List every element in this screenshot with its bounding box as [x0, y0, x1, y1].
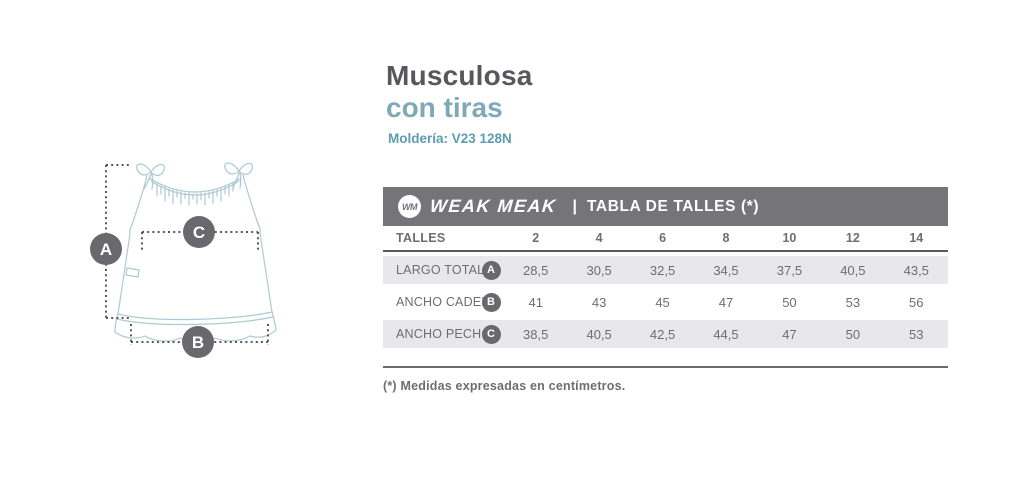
page-title: Musculosa: [386, 60, 533, 91]
measurement-value: 32,5: [649, 262, 676, 278]
measurement-value: 56: [909, 294, 924, 310]
measurement-value: 30,5: [586, 262, 612, 278]
measure-line-c: C: [141, 216, 259, 250]
size-column-header: 12: [845, 231, 860, 245]
marker-a-letter: A: [100, 240, 112, 259]
measurement-value: 53: [845, 294, 861, 310]
measurement-value: 53: [909, 326, 924, 342]
table-row-ancho-pecho: ANCHO PECHO C 38,5 40,5 42,5 44,5 47 50 …: [383, 320, 948, 348]
measurement-value: 50: [782, 294, 797, 310]
marker-c-badge: [183, 216, 215, 248]
garment-illustration-icon: [114, 162, 277, 343]
marker-a-badge: [90, 233, 122, 265]
sizes-header-label: TALLES: [396, 231, 446, 245]
measurement-value: 28,5: [523, 262, 549, 278]
marker-b-badge: [182, 326, 214, 358]
table-row-ancho-cadera: ANCHO CADERA B 41 43 45 47 50 53 56: [383, 288, 948, 316]
row-label: ANCHO CADERA: [396, 295, 500, 309]
measurement-value: 40,5: [840, 262, 866, 278]
sizes-header-row: TALLES 2 4 6 8 10 12 14: [383, 226, 948, 252]
measurement-value: 43: [591, 294, 607, 310]
marker-b-letter: B: [192, 333, 204, 352]
measure-line-a: A: [90, 164, 130, 319]
row-marker-badge: C: [481, 324, 501, 344]
pattern-code: Moldería: V23 128N: [388, 131, 512, 146]
units-footnote: (*) Medidas expresadas en centímetros.: [383, 379, 626, 393]
size-column-header: 4: [595, 231, 603, 245]
page-subtitle: con tiras: [386, 92, 503, 123]
row-label: ANCHO PECHO: [396, 327, 492, 341]
title-block: Musculosa con tiras Moldería: V23 128N: [386, 60, 533, 146]
size-column-header: 14: [909, 231, 924, 245]
measurement-value: 34,5: [713, 262, 739, 278]
measurement-value: 38,5: [523, 326, 549, 342]
marker-c-letter: C: [193, 223, 205, 242]
size-column-header: 10: [782, 231, 797, 245]
measurement-value: 44,5: [713, 326, 739, 342]
row-marker-badge: A: [481, 260, 501, 280]
measurement-value: 37,5: [776, 262, 803, 278]
brand-logo-icon: WM: [398, 195, 421, 218]
measurement-value: 47: [782, 326, 797, 342]
brand-name: WEAK MEAK: [429, 196, 558, 216]
measurement-value: 43,5: [903, 262, 929, 278]
measure-line-b: B: [130, 324, 269, 358]
measurement-value: 45: [655, 294, 670, 310]
table-row-largo-total: LARGO TOTAL A 28,5 30,5 32,5 34,5 37,5 4…: [383, 256, 948, 284]
size-column-header: 6: [659, 231, 667, 245]
size-table: WM WEAK MEAK | TABLA DE TALLES (*) TALLE…: [383, 187, 948, 393]
size-column-header: 8: [722, 231, 730, 245]
row-marker-badge: B: [481, 292, 501, 312]
measurement-value: 42,5: [649, 326, 676, 342]
table-title: TABLA DE TALLES (*): [586, 197, 760, 215]
size-column-header: 2: [532, 231, 540, 245]
header-separator: |: [572, 197, 577, 215]
measurement-value: 41: [528, 294, 543, 310]
measurement-value: 47: [718, 294, 734, 310]
garment-diagram: A C B: [90, 162, 277, 358]
measurement-value: 50: [845, 326, 861, 342]
row-label: LARGO TOTAL: [396, 263, 485, 277]
bottom-rule: [383, 366, 948, 368]
table-header-bar: WM WEAK MEAK | TABLA DE TALLES (*): [383, 187, 948, 226]
measurement-value: 40,5: [586, 326, 612, 342]
